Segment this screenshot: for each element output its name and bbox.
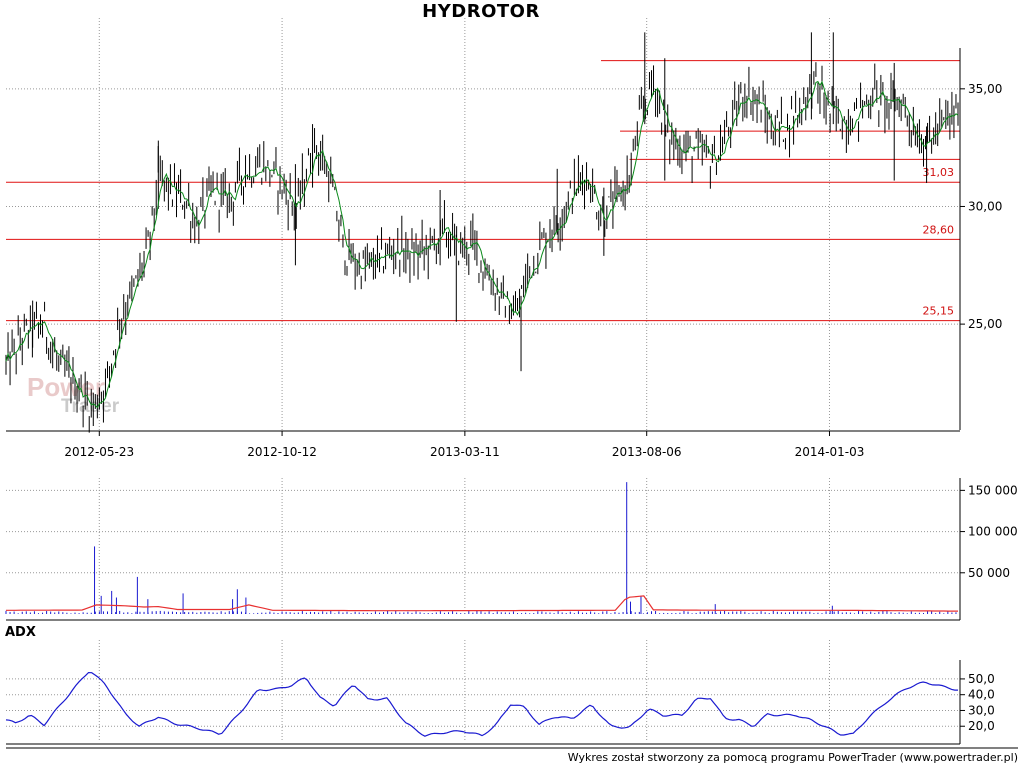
date-tick-label: 2014-01-03 — [795, 445, 865, 459]
volume-y-tick-label: 150 000 — [968, 483, 1018, 497]
date-tick-label: 2013-03-11 — [430, 445, 500, 459]
adx-y-tick-label: 20,0 — [968, 719, 995, 733]
adx-y-tick-label: 50,0 — [968, 672, 995, 686]
price-moving-average — [5, 80, 959, 409]
date-tick-label: 2013-08-06 — [612, 445, 682, 459]
adx-y-tick-label: 40,0 — [968, 688, 995, 702]
adx-y-tick-label: 30,0 — [968, 703, 995, 717]
adx-panel-title: ADX — [5, 625, 36, 640]
date-tick-label: 2012-05-23 — [64, 445, 134, 459]
price-y-tick-label: 25,00 — [968, 317, 1002, 331]
watermark-line2: Trader — [61, 396, 120, 417]
volume-moving-average — [6, 595, 958, 612]
chart-title: HYDROTOR — [422, 1, 540, 22]
price-y-tick-label: 30,00 — [968, 199, 1002, 213]
volume-y-tick-label: 50 000 — [968, 566, 1010, 580]
footer-credit: Wykres został stworzony za pomocą progra… — [567, 751, 1018, 764]
price-y-tick-label: 35,00 — [968, 82, 1002, 96]
volume-y-tick-label: 100 000 — [968, 525, 1018, 539]
powertrader-watermark: Power Trader — [27, 372, 119, 417]
level-label: 31,03 — [923, 166, 955, 179]
watermark-line1: Power — [27, 372, 106, 402]
adx-line — [5, 671, 958, 737]
date-tick-label: 2012-10-12 — [247, 445, 317, 459]
level-label: 28,60 — [923, 223, 955, 236]
level-label: 25,15 — [923, 305, 955, 318]
